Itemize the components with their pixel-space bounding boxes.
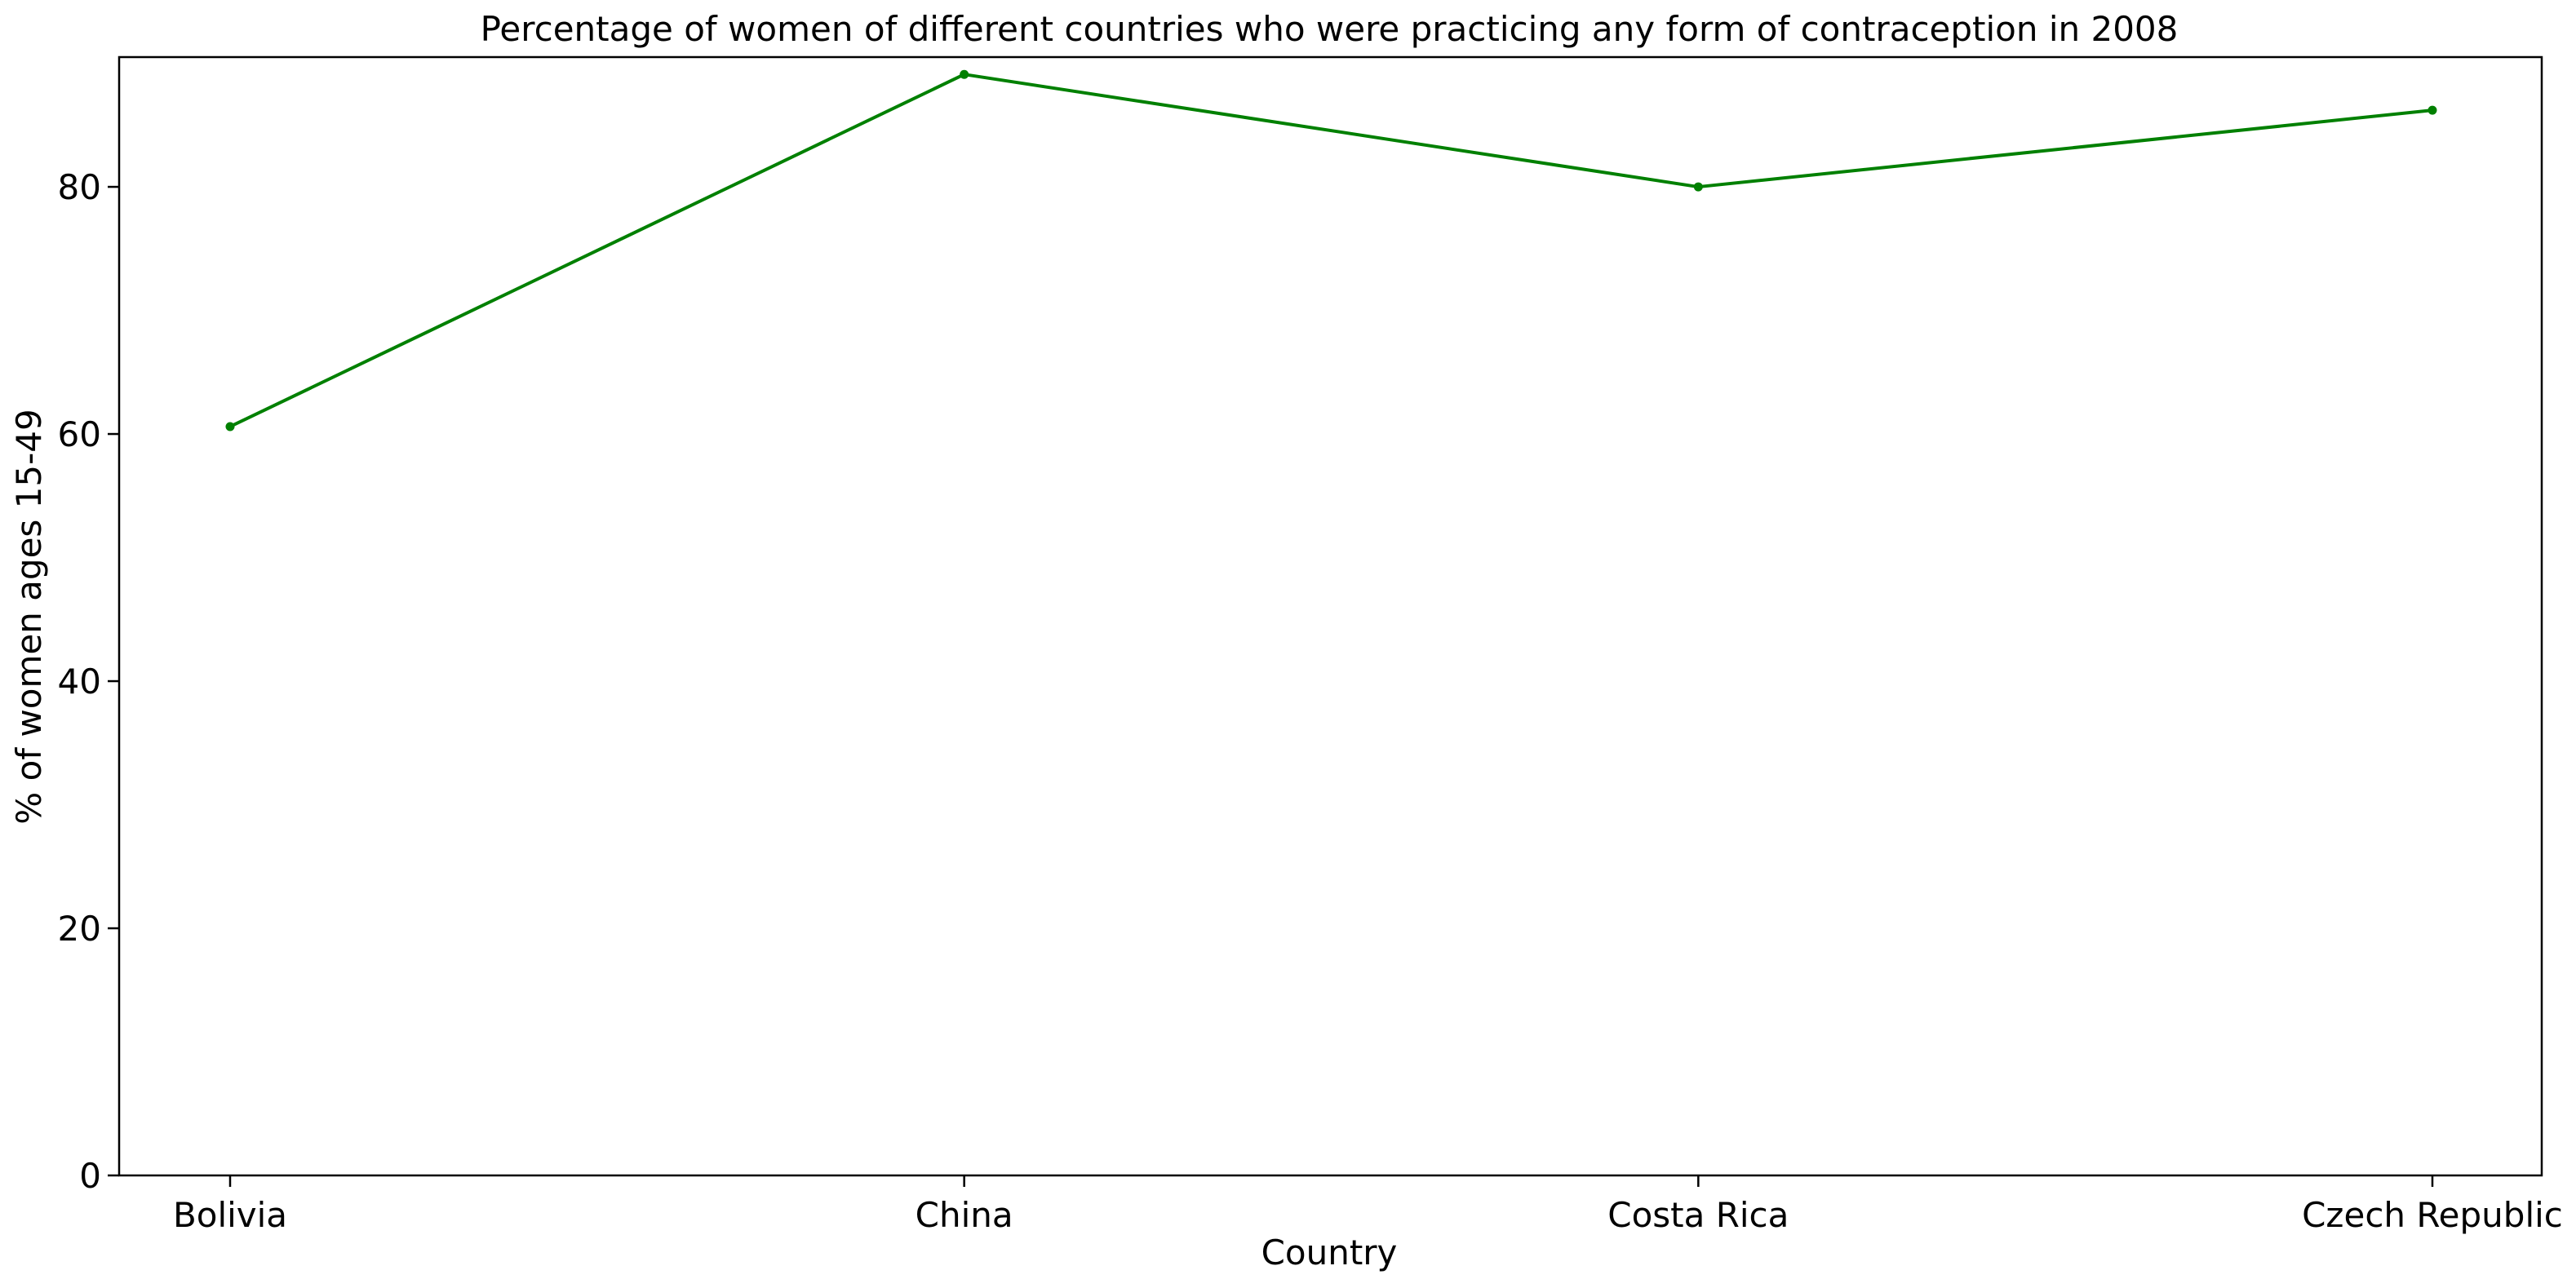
x-tick-label: Czech Republic (2302, 1195, 2563, 1235)
x-axis-label: Country (1261, 1233, 1398, 1273)
x-tick-label: Costa Rica (1607, 1195, 1789, 1235)
series-line (229, 73, 2433, 428)
y-tick-label: 40 (58, 662, 101, 702)
y-tick-label: 0 (79, 1156, 101, 1196)
y-axis-label: % of women ages 15-49 (9, 409, 49, 824)
data-point (1693, 182, 1703, 192)
x-tick-label: Bolivia (173, 1195, 287, 1235)
y-tick-label: 20 (58, 909, 101, 949)
data-point (225, 422, 235, 432)
y-axis-ticks: 0 20 40 60 80 (58, 167, 119, 1196)
data-point (2427, 105, 2437, 115)
chart-title: Percentage of women of different countri… (481, 9, 2179, 49)
y-tick-label: 80 (58, 167, 101, 207)
data-point (960, 69, 969, 79)
series-layer (225, 69, 2437, 432)
y-tick-label: 60 (58, 414, 101, 454)
x-tick-label: China (916, 1195, 1013, 1235)
x-axis-ticks: Bolivia China Costa Rica Czech Republic (173, 1175, 2563, 1235)
plot-area-frame (117, 55, 2543, 1177)
